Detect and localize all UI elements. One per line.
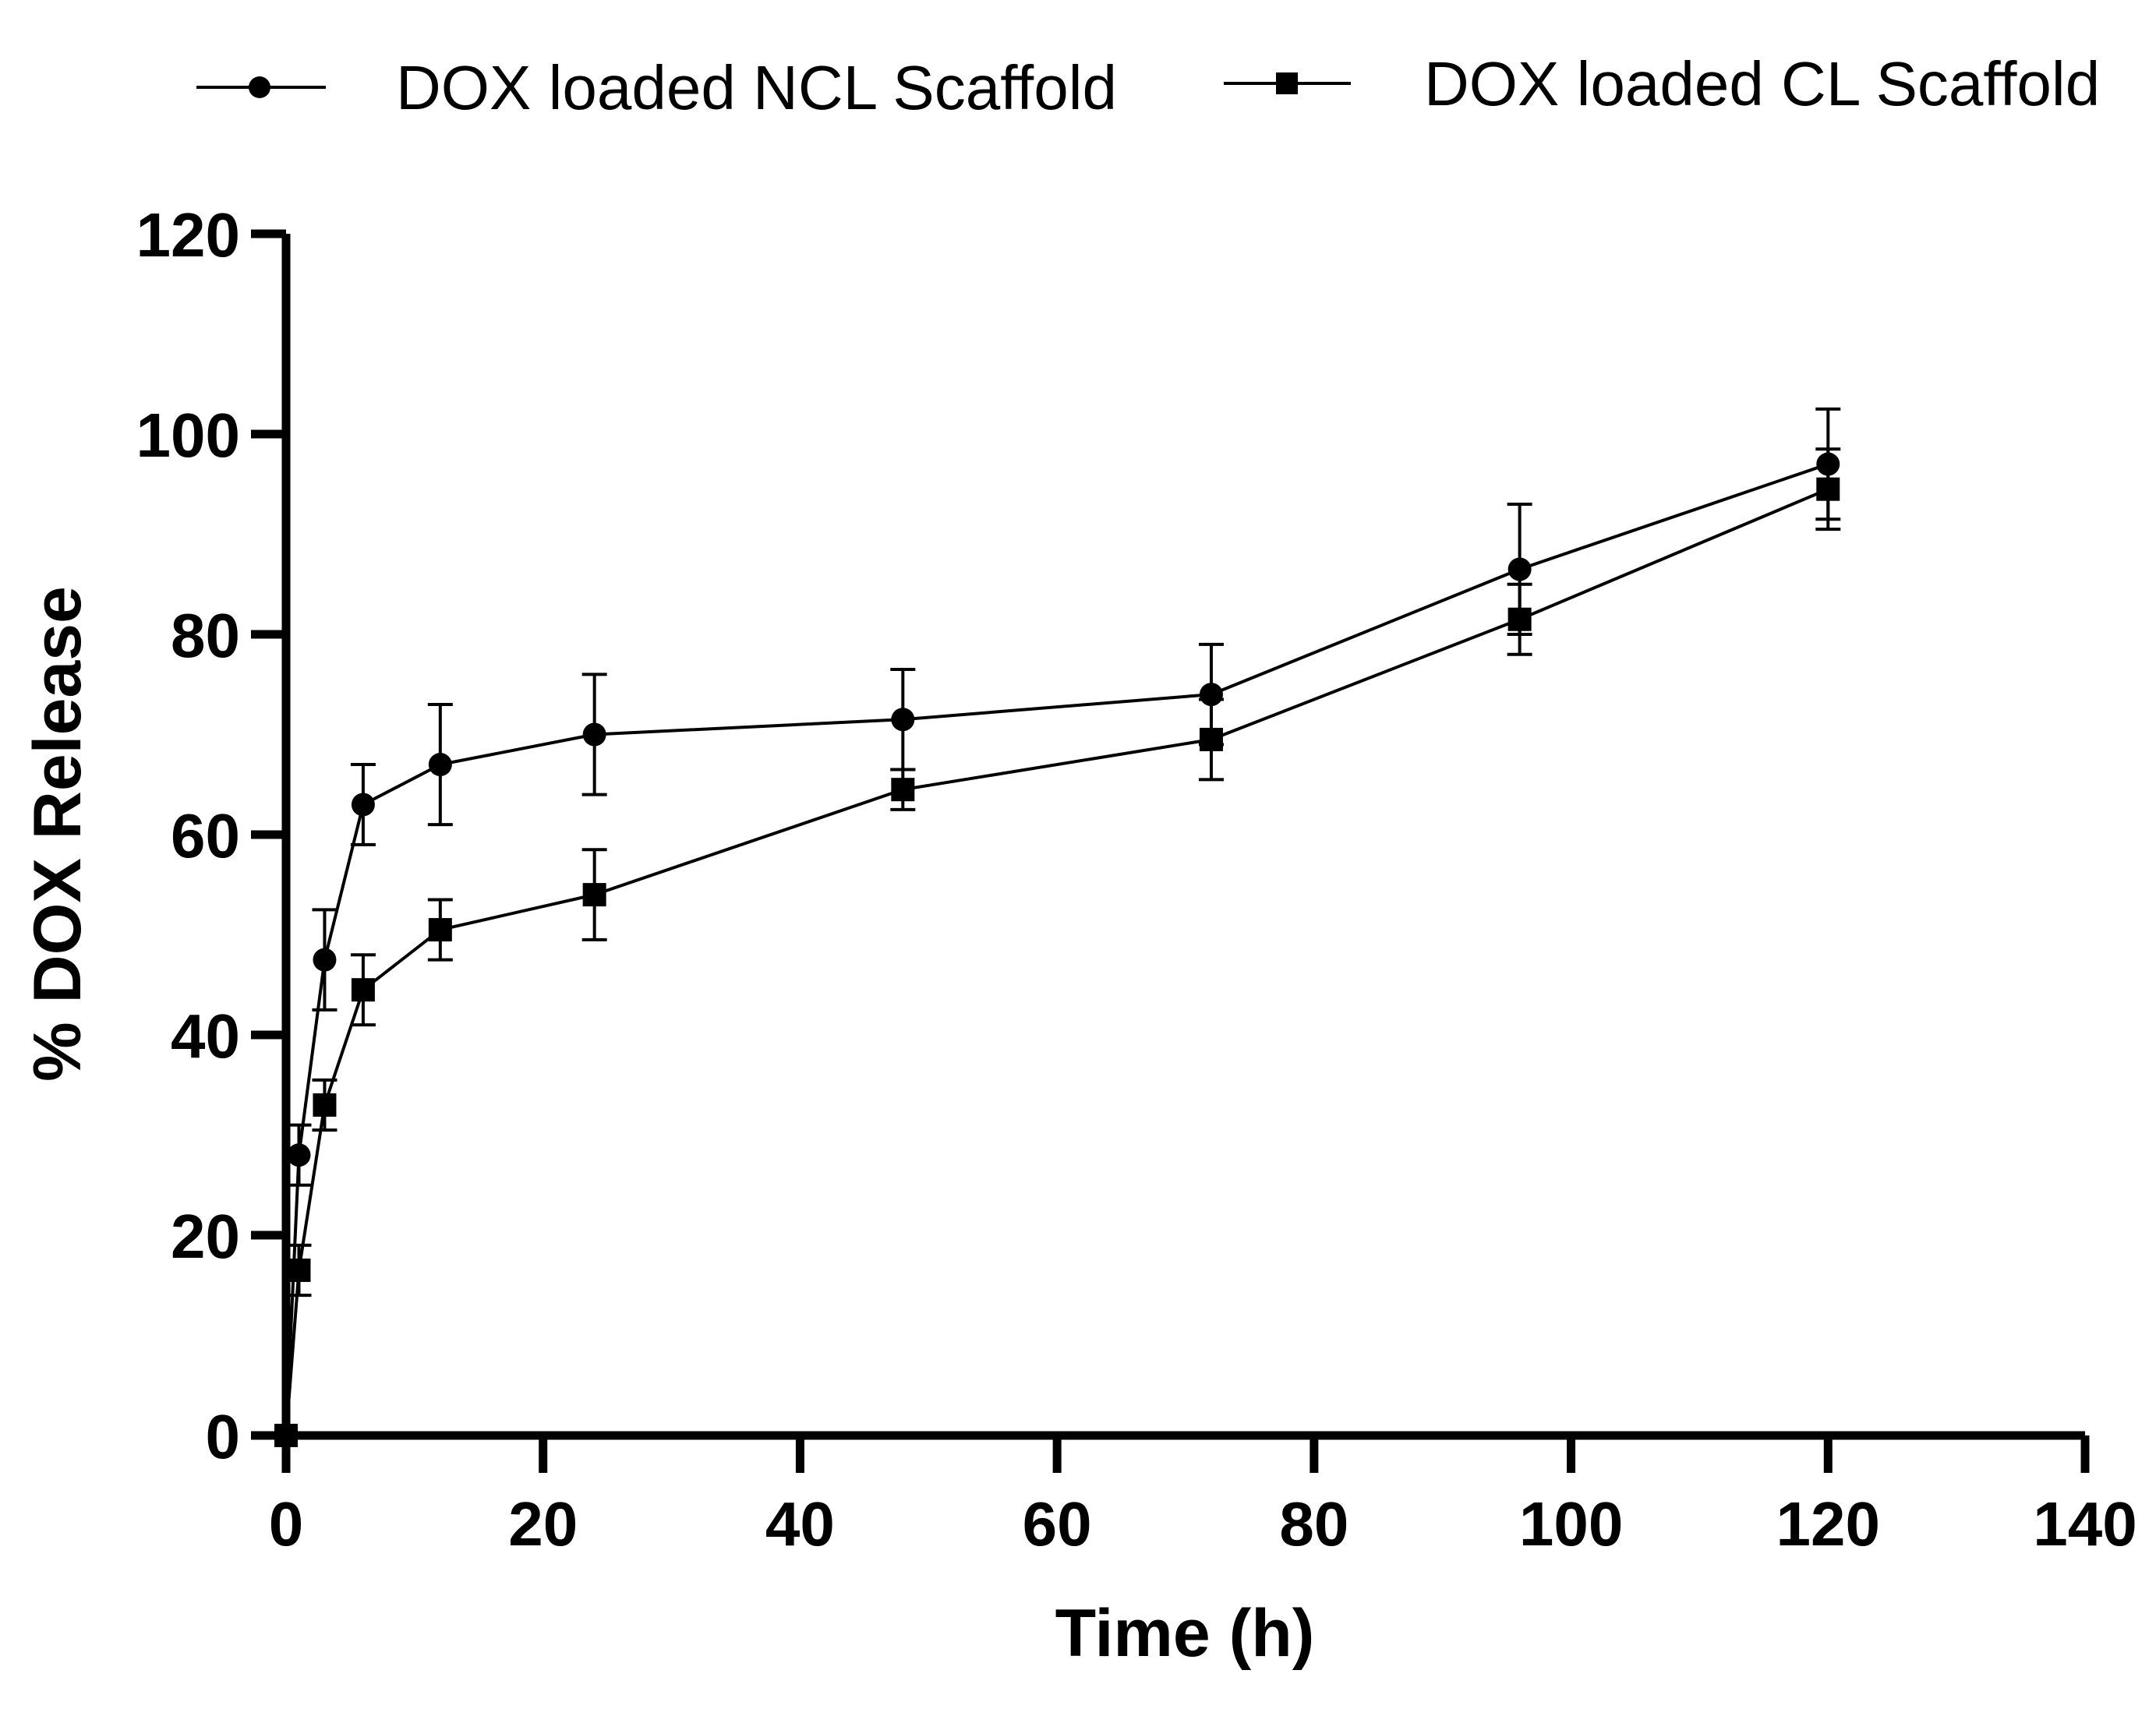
- y-tick-label-120: 120: [136, 200, 240, 270]
- x-axis-title: Time (h): [1055, 1596, 1315, 1671]
- y-tick-label-60: 60: [171, 801, 240, 870]
- point-1-8: [1507, 607, 1532, 631]
- legend-marker-ncl: [249, 76, 270, 98]
- x-tick-label-140: 140: [2033, 1489, 2137, 1559]
- series-0: [274, 407, 1841, 1447]
- x-tick-label-80: 80: [1279, 1489, 1348, 1559]
- series-1: [274, 447, 1841, 1447]
- x-tick-label-60: 60: [1023, 1489, 1092, 1559]
- x-tick-label-0: 0: [269, 1489, 304, 1559]
- point-1-6: [891, 778, 915, 802]
- y-axis-title: % DOX Release: [20, 586, 95, 1082]
- point-1-4: [428, 918, 452, 942]
- y-tick-label-100: 100: [136, 401, 240, 470]
- legend: DOX loaded NCL Scaffold DOX loaded CL Sc…: [196, 49, 2100, 122]
- x-tick-label-120: 120: [1776, 1489, 1880, 1559]
- y-ticks: 0 20 40 60 80 100 120: [136, 200, 286, 1471]
- y-tick-label-0: 0: [206, 1402, 241, 1471]
- legend-entry-cl: DOX loaded CL Scaffold: [1224, 49, 2100, 118]
- point-0-2: [313, 948, 337, 972]
- point-0-6: [891, 708, 915, 732]
- x-tick-label-100: 100: [1519, 1489, 1623, 1559]
- legend-label-cl: DOX loaded CL Scaffold: [1424, 49, 2100, 118]
- point-1-7: [1199, 727, 1223, 751]
- point-0-1: [287, 1143, 311, 1167]
- series-line-0: [285, 462, 1829, 1436]
- y-tick-label-20: 20: [171, 1202, 240, 1271]
- legend-marker-cl: [1276, 72, 1298, 94]
- point-1-0: [274, 1424, 298, 1447]
- point-0-3: [351, 793, 375, 817]
- x-ticks: 0 20 40 60 80 100 120 140: [269, 1435, 2137, 1559]
- point-1-2: [313, 1093, 337, 1117]
- y-tick-label-80: 80: [171, 601, 240, 670]
- legend-label-ncl: DOX loaded NCL Scaffold: [396, 53, 1117, 122]
- series-layer: [274, 407, 1841, 1447]
- point-1-9: [1816, 477, 1840, 501]
- x-tick-label-40: 40: [765, 1489, 835, 1559]
- point-0-5: [582, 722, 606, 747]
- point-1-3: [351, 978, 375, 1002]
- point-1-1: [287, 1258, 311, 1282]
- series-line-1: [285, 487, 1829, 1436]
- x-tick-label-20: 20: [508, 1489, 578, 1559]
- point-1-5: [582, 883, 606, 907]
- legend-entry-ncl: DOX loaded NCL Scaffold: [196, 53, 1117, 122]
- point-0-8: [1507, 557, 1532, 581]
- y-tick-label-40: 40: [171, 1001, 240, 1071]
- point-0-4: [428, 753, 452, 777]
